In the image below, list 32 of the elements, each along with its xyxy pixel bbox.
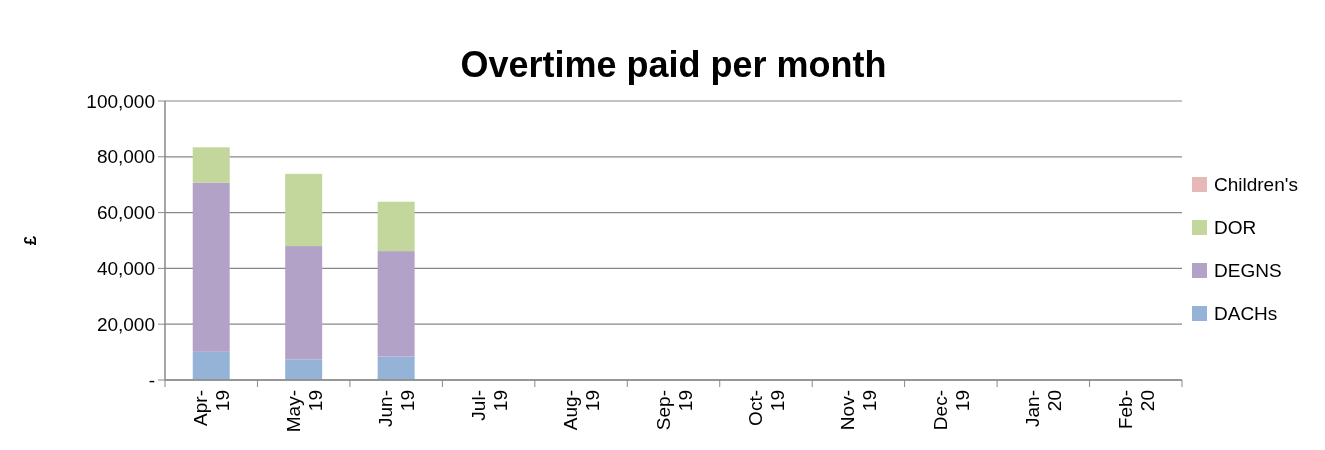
x-tick-label: Jul-19 xyxy=(467,390,511,421)
legend-label: DACHs xyxy=(1214,302,1278,324)
bar xyxy=(192,182,230,352)
legend-label: DOR xyxy=(1214,216,1257,238)
y-tick-label: 100,000 xyxy=(86,90,155,112)
legend-label: DEGNS xyxy=(1214,259,1282,281)
y-tick-label: 80,000 xyxy=(96,146,155,168)
legend-label: Children's xyxy=(1214,173,1298,195)
bar xyxy=(377,251,415,357)
bar xyxy=(192,147,230,183)
y-tick-label: - xyxy=(148,369,155,391)
chart-title: Overtime paid per month xyxy=(460,44,887,85)
x-tick-label: Jan-20 xyxy=(1022,390,1066,427)
x-tick-label: Jun-19 xyxy=(375,390,419,427)
x-tick-label: Nov-19 xyxy=(837,390,881,431)
y-tick-label: 40,000 xyxy=(96,258,155,280)
x-tick-label: Dec-19 xyxy=(929,390,973,431)
y-tick-label: 20,000 xyxy=(96,313,155,335)
x-tick-label: May-19 xyxy=(282,390,326,433)
bar xyxy=(192,351,230,380)
bar xyxy=(377,356,415,380)
bar xyxy=(285,359,323,380)
y-axis-title: £ xyxy=(21,235,40,246)
x-tick-label: Aug-19 xyxy=(560,390,604,431)
bar xyxy=(377,201,415,252)
y-tick-label: 60,000 xyxy=(96,202,155,224)
bar xyxy=(285,173,323,247)
x-tick-label: Apr-19 xyxy=(190,390,234,426)
x-tick-label: Oct-19 xyxy=(744,390,788,426)
x-tick-label: Feb-20 xyxy=(1114,390,1158,430)
bar xyxy=(285,246,323,360)
x-tick-label: Sep-19 xyxy=(652,390,696,431)
